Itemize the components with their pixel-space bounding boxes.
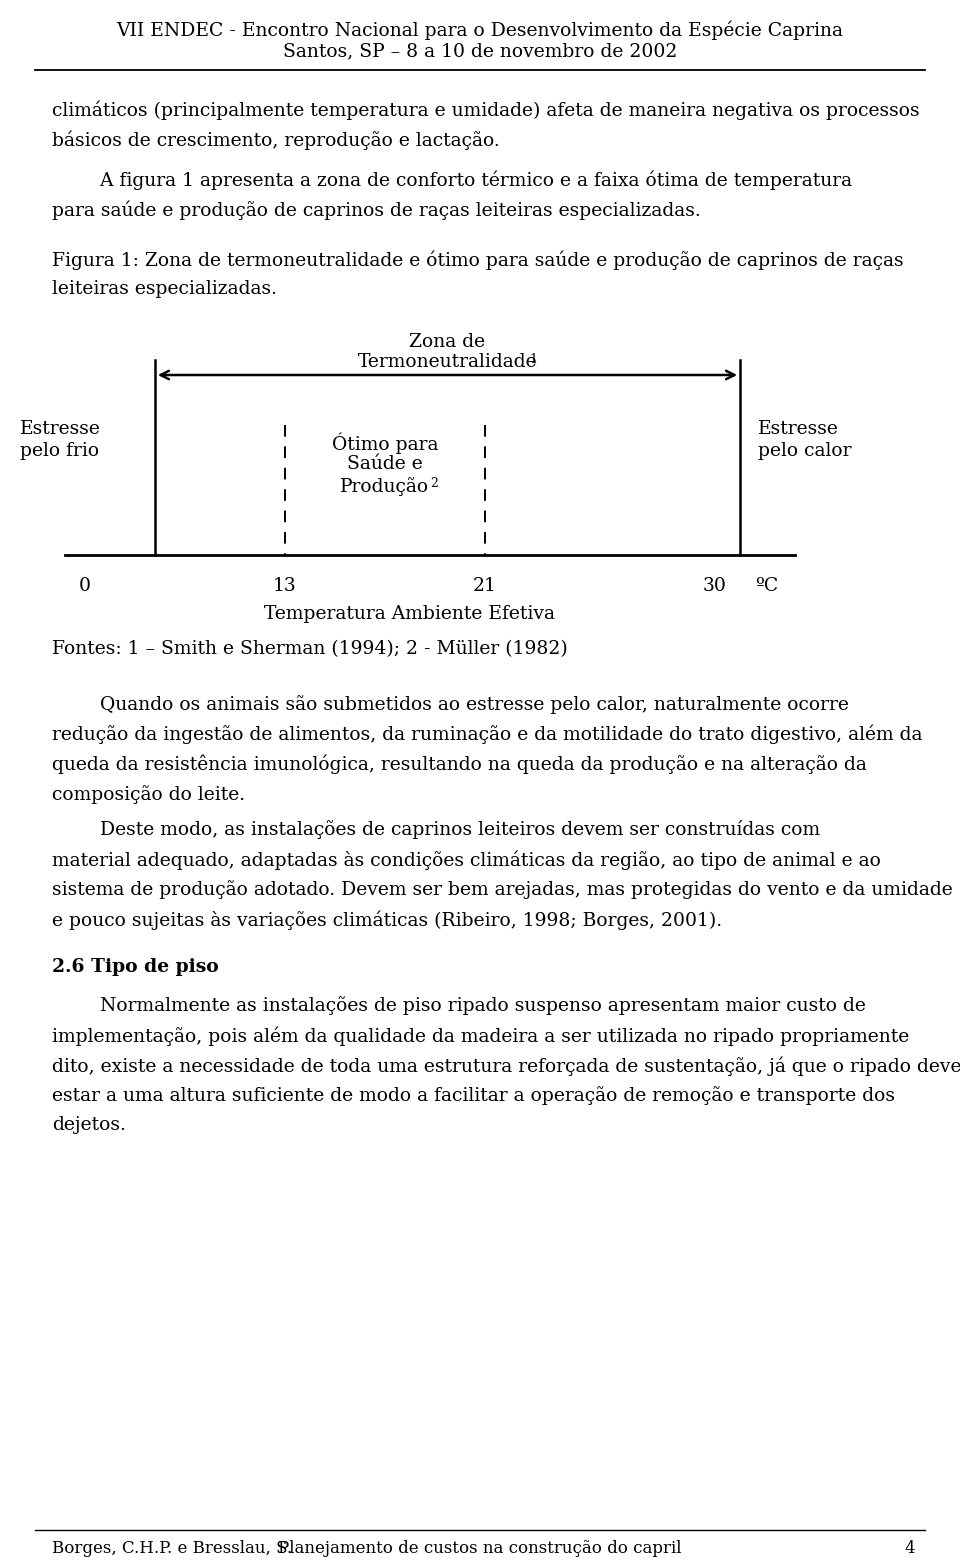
Text: 2: 2: [430, 477, 438, 490]
Text: Produção: Produção: [341, 477, 429, 496]
Text: Santos, SP – 8 a 10 de novembro de 2002: Santos, SP – 8 a 10 de novembro de 2002: [283, 42, 677, 59]
Text: composição do leite.: composição do leite.: [52, 786, 245, 804]
Text: 0: 0: [79, 577, 91, 595]
Text: Estresse: Estresse: [20, 419, 101, 438]
Text: 21: 21: [473, 577, 497, 595]
Text: queda da resistência imunológica, resultando na queda da produção e na alteração: queda da resistência imunológica, result…: [52, 754, 867, 775]
Text: 1: 1: [530, 354, 538, 366]
Text: 30: 30: [703, 577, 727, 595]
Text: 2.6 Tipo de piso: 2.6 Tipo de piso: [52, 958, 219, 977]
Text: ºC: ºC: [756, 577, 779, 595]
Text: material adequado, adaptadas às condições climáticas da região, ao tipo de anima: material adequado, adaptadas às condiçõe…: [52, 850, 881, 870]
Text: VII ENDEC - Encontro Nacional para o Desenvolvimento da Espécie Caprina: VII ENDEC - Encontro Nacional para o Des…: [116, 20, 844, 39]
Text: e pouco sujeitas às variações climáticas (Ribeiro, 1998; Borges, 2001).: e pouco sujeitas às variações climáticas…: [52, 909, 722, 930]
Text: Fontes: 1 – Smith e Sherman (1994); 2 - Müller (1982): Fontes: 1 – Smith e Sherman (1994); 2 - …: [52, 640, 567, 657]
Text: A figura 1 apresenta a zona de conforto térmico e a faixa ótima de temperatura: A figura 1 apresenta a zona de conforto …: [52, 171, 852, 189]
Text: 4: 4: [904, 1540, 915, 1557]
Text: Estresse: Estresse: [758, 419, 839, 438]
Text: pelo calor: pelo calor: [758, 441, 852, 460]
Text: climáticos (principalmente temperatura e umidade) afeta de maneira negativa os p: climáticos (principalmente temperatura e…: [52, 100, 920, 119]
Text: pelo frio: pelo frio: [20, 441, 99, 460]
Text: Figura 1: Zona de termoneutralidade e ótimo para saúde e produção de caprinos de: Figura 1: Zona de termoneutralidade e ót…: [52, 250, 903, 269]
Text: Zona de: Zona de: [409, 333, 486, 351]
Text: redução da ingestão de alimentos, da ruminação e da motilidade do trato digestiv: redução da ingestão de alimentos, da rum…: [52, 725, 923, 745]
Text: Borges, C.H.P. e Bresslau, S.: Borges, C.H.P. e Bresslau, S.: [52, 1540, 292, 1557]
Text: dejetos.: dejetos.: [52, 1116, 126, 1135]
Text: Quando os animais são submetidos ao estresse pelo calor, naturalmente ocorre: Quando os animais são submetidos ao estr…: [52, 695, 849, 714]
Text: Ótimo para: Ótimo para: [332, 434, 439, 454]
Text: dito, existe a necessidade de toda uma estrutura reforçada de sustentação, já qu: dito, existe a necessidade de toda uma e…: [52, 1056, 960, 1075]
Text: leiteiras especializadas.: leiteiras especializadas.: [52, 280, 277, 297]
Text: implementação, pois além da qualidade da madeira a ser utilizada no ripado propr: implementação, pois além da qualidade da…: [52, 1027, 909, 1045]
Text: Termoneutralidade: Termoneutralidade: [358, 354, 538, 371]
Text: Saúde e: Saúde e: [348, 455, 422, 473]
Text: estar a uma altura suficiente de modo a facilitar a operação de remoção e transp: estar a uma altura suficiente de modo a …: [52, 1086, 895, 1105]
Text: 13: 13: [274, 577, 297, 595]
Text: sistema de produção adotado. Devem ser bem arejadas, mas protegidas do vento e d: sistema de produção adotado. Devem ser b…: [52, 880, 952, 898]
Text: Deste modo, as instalações de caprinos leiteiros devem ser construídas com: Deste modo, as instalações de caprinos l…: [52, 820, 820, 839]
Text: básicos de crescimento, reprodução e lactação.: básicos de crescimento, reprodução e lac…: [52, 130, 500, 150]
Text: Temperatura Ambiente Efetiva: Temperatura Ambiente Efetiva: [265, 606, 556, 623]
Text: Planejamento de custos na construção do capril: Planejamento de custos na construção do …: [278, 1540, 682, 1557]
Text: Normalmente as instalações de piso ripado suspenso apresentam maior custo de: Normalmente as instalações de piso ripad…: [52, 995, 866, 1016]
Text: para saúde e produção de caprinos de raças leiteiras especializadas.: para saúde e produção de caprinos de raç…: [52, 200, 701, 219]
